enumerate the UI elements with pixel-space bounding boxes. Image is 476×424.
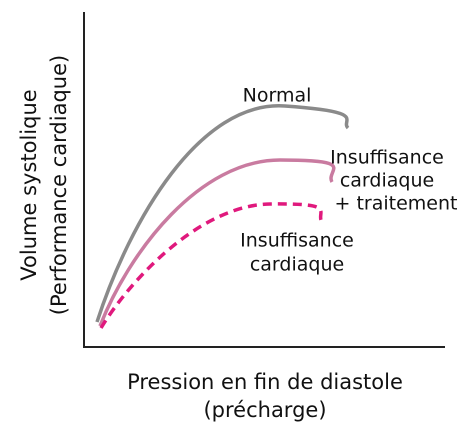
curve-label: Insuffisance [240, 230, 354, 252]
curve-normal [95, 104, 350, 323]
curve-failure [99, 202, 324, 329]
curve-label: + traitement [335, 193, 458, 215]
y-label: Volume systolique [17, 89, 41, 280]
curve-label: Insuffisance [330, 147, 444, 169]
curve-treated [98, 158, 336, 327]
curve-label: cardiaque [250, 254, 344, 276]
x-label: Pression en fin de diastole [127, 370, 403, 394]
curve-label: cardiaque [340, 170, 434, 192]
y-label: (Performance cardiaque) [47, 55, 71, 315]
curve-label: Normal [243, 85, 312, 107]
x-label: (précharge) [203, 398, 326, 422]
